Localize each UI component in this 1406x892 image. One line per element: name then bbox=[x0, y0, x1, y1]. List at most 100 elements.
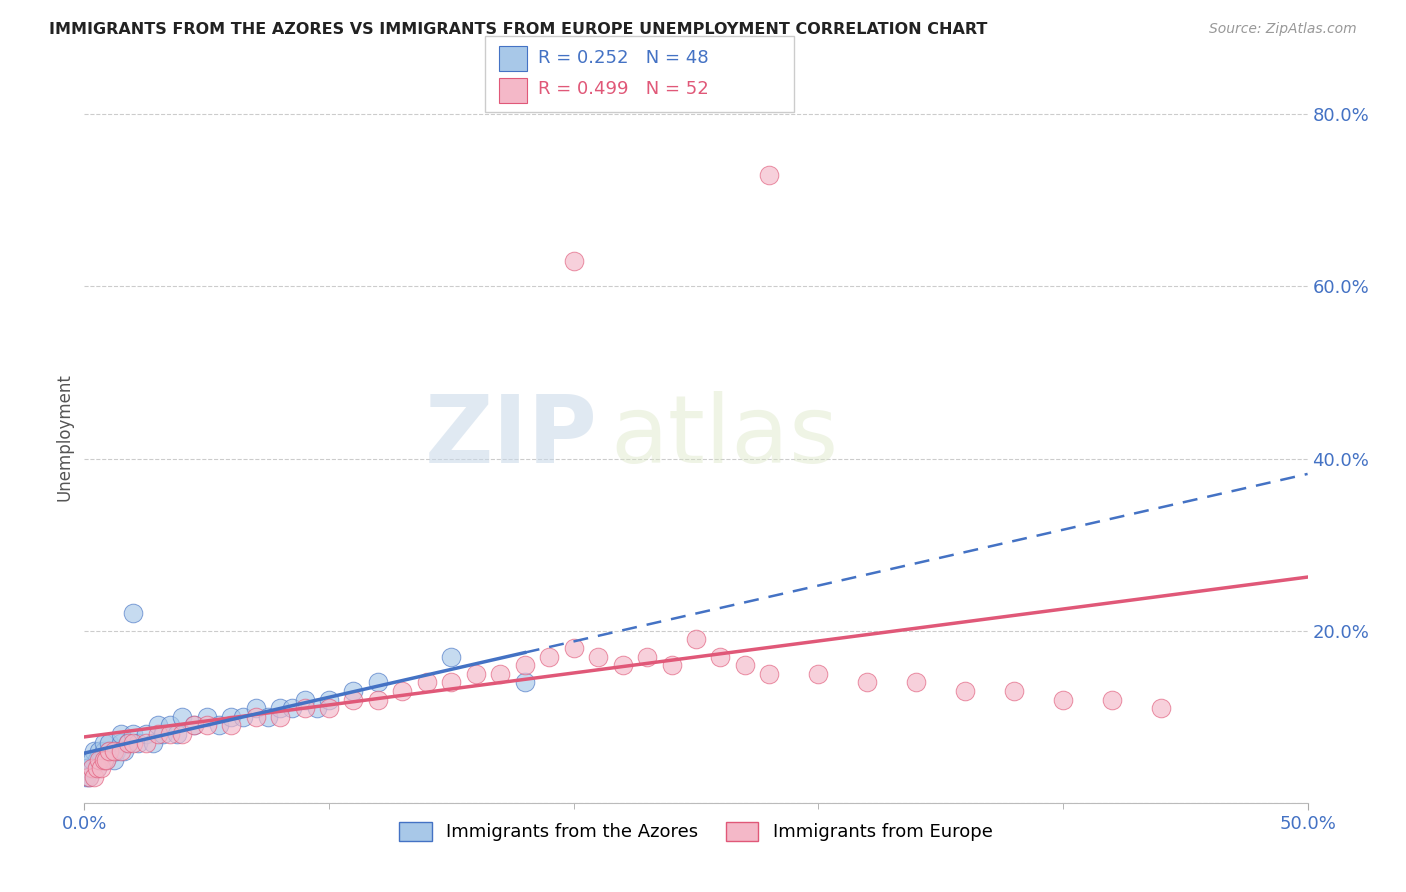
Point bbox=[172, 727, 194, 741]
Text: ZIP: ZIP bbox=[425, 391, 598, 483]
Point bbox=[122, 607, 145, 621]
Point bbox=[76, 761, 98, 775]
Point bbox=[172, 710, 194, 724]
Point bbox=[112, 744, 135, 758]
Point bbox=[1101, 692, 1123, 706]
Point bbox=[245, 710, 267, 724]
Point bbox=[87, 744, 110, 758]
Point bbox=[636, 649, 658, 664]
Point bbox=[269, 701, 291, 715]
Point bbox=[219, 718, 242, 732]
Point bbox=[110, 735, 132, 749]
Point bbox=[562, 253, 585, 268]
Point bbox=[152, 727, 174, 741]
Y-axis label: Unemployment: Unemployment bbox=[55, 373, 73, 501]
Point bbox=[219, 710, 242, 724]
Text: R = 0.499   N = 52: R = 0.499 N = 52 bbox=[538, 80, 709, 98]
Point bbox=[86, 761, 108, 775]
Point bbox=[367, 675, 389, 690]
Point bbox=[83, 770, 105, 784]
Text: R = 0.252   N = 48: R = 0.252 N = 48 bbox=[538, 49, 709, 67]
Point bbox=[110, 744, 132, 758]
Point bbox=[105, 744, 128, 758]
Point bbox=[80, 753, 103, 767]
Point bbox=[758, 666, 780, 681]
Point bbox=[117, 735, 139, 749]
Text: Source: ZipAtlas.com: Source: ZipAtlas.com bbox=[1209, 22, 1357, 37]
Point bbox=[367, 692, 389, 706]
Point bbox=[905, 675, 928, 690]
Point bbox=[77, 770, 100, 784]
Point bbox=[103, 753, 125, 767]
Point bbox=[86, 761, 108, 775]
Point bbox=[90, 761, 112, 775]
Point bbox=[294, 701, 316, 715]
Point bbox=[464, 666, 486, 681]
Point bbox=[97, 744, 120, 758]
Point bbox=[146, 727, 169, 741]
Point bbox=[232, 710, 254, 724]
Point bbox=[86, 753, 108, 767]
Point bbox=[1052, 692, 1074, 706]
Point bbox=[77, 753, 100, 767]
Point bbox=[159, 718, 181, 732]
Point bbox=[342, 684, 364, 698]
Point bbox=[183, 718, 205, 732]
Point bbox=[661, 658, 683, 673]
Point bbox=[513, 658, 536, 673]
Point bbox=[80, 761, 103, 775]
Point bbox=[127, 735, 149, 749]
Text: atlas: atlas bbox=[610, 391, 838, 483]
Point bbox=[440, 675, 463, 690]
Point bbox=[77, 770, 100, 784]
Point bbox=[93, 735, 115, 749]
Point bbox=[318, 692, 340, 706]
Point bbox=[489, 666, 512, 681]
Point bbox=[305, 701, 328, 715]
Point bbox=[93, 753, 115, 767]
Point bbox=[440, 649, 463, 664]
Point bbox=[96, 753, 118, 767]
Point bbox=[734, 658, 756, 673]
Point bbox=[807, 666, 830, 681]
Point bbox=[953, 684, 976, 698]
Point bbox=[117, 735, 139, 749]
Point bbox=[342, 692, 364, 706]
Point bbox=[416, 675, 439, 690]
Point bbox=[758, 168, 780, 182]
Point bbox=[318, 701, 340, 715]
Point bbox=[685, 632, 707, 647]
Point bbox=[97, 744, 120, 758]
Point bbox=[166, 727, 188, 741]
Point bbox=[856, 675, 879, 690]
Point bbox=[195, 710, 218, 724]
Point bbox=[208, 718, 231, 732]
Point bbox=[135, 735, 157, 749]
Point bbox=[709, 649, 731, 664]
Point bbox=[269, 710, 291, 724]
Point bbox=[257, 710, 280, 724]
Point bbox=[183, 718, 205, 732]
Point bbox=[122, 735, 145, 749]
Point bbox=[90, 753, 112, 767]
Point bbox=[538, 649, 561, 664]
Text: IMMIGRANTS FROM THE AZORES VS IMMIGRANTS FROM EUROPE UNEMPLOYMENT CORRELATION CH: IMMIGRANTS FROM THE AZORES VS IMMIGRANTS… bbox=[49, 22, 987, 37]
Point bbox=[122, 727, 145, 741]
Legend: Immigrants from the Azores, Immigrants from Europe: Immigrants from the Azores, Immigrants f… bbox=[392, 814, 1000, 848]
Point bbox=[159, 727, 181, 741]
Point bbox=[135, 727, 157, 741]
Point bbox=[391, 684, 413, 698]
Point bbox=[612, 658, 634, 673]
Point bbox=[1002, 684, 1025, 698]
Point bbox=[110, 727, 132, 741]
Point bbox=[513, 675, 536, 690]
Point bbox=[103, 744, 125, 758]
Point bbox=[586, 649, 609, 664]
Point bbox=[93, 744, 115, 758]
Point bbox=[146, 718, 169, 732]
Point bbox=[80, 761, 103, 775]
Point bbox=[294, 692, 316, 706]
Point bbox=[1150, 701, 1173, 715]
Point bbox=[87, 753, 110, 767]
Point bbox=[75, 770, 97, 784]
